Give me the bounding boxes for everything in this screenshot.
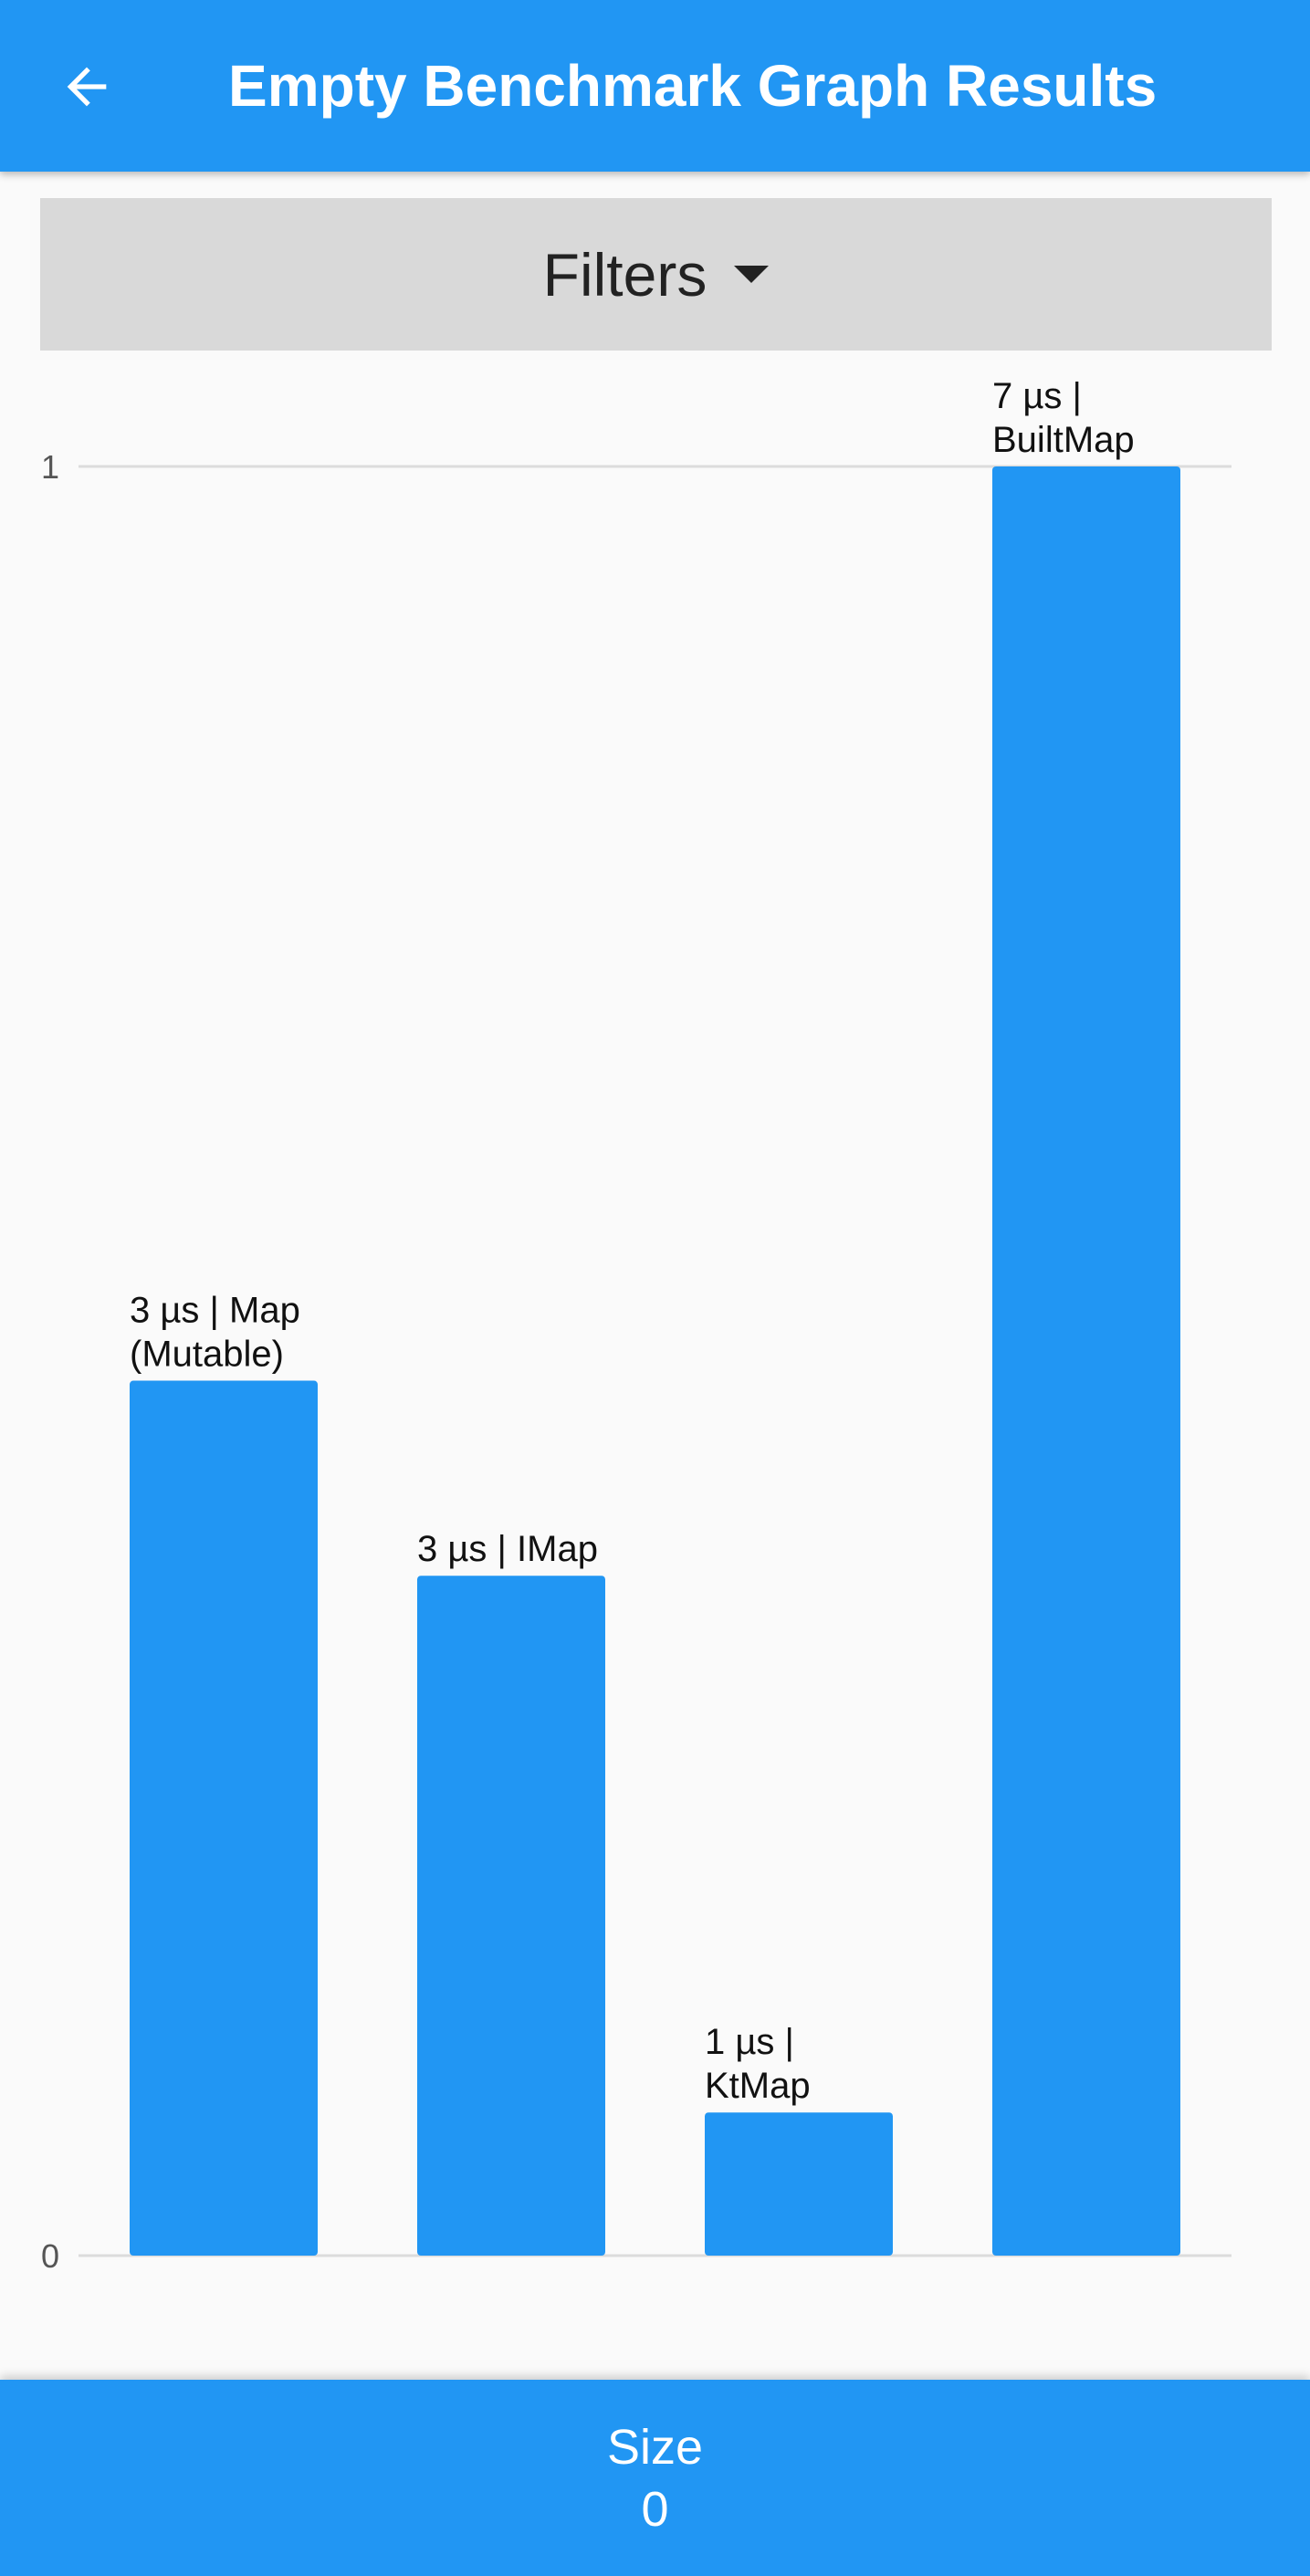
filters-dropdown-button[interactable]: Filters <box>40 198 1272 351</box>
caret-down-icon <box>734 266 770 283</box>
bar-label: BuiltMap <box>992 420 1135 460</box>
y-tick-label: 0 <box>41 2237 59 2275</box>
app-bar: Empty Benchmark Graph Results <box>0 0 1310 172</box>
size-value: 0 <box>641 2481 669 2537</box>
y-tick-label: 1 <box>41 448 59 486</box>
bar-2 <box>417 1576 605 2256</box>
bar-label: (Mutable) <box>130 1335 284 1375</box>
bar-chart: 0 1 3 µs | Map(Mutable) 3 µs | IMap 1 µs |Kt… <box>41 376 1231 2275</box>
size-selector-bar[interactable]: Size 0 <box>0 2380 1310 2576</box>
bar-4 <box>992 466 1180 2256</box>
size-label: Size <box>606 2419 704 2475</box>
page-title: Empty Benchmark Graph Results <box>228 53 1158 119</box>
bar-label: 1 µs | <box>705 2022 794 2062</box>
bar-3 <box>705 2112 893 2256</box>
filters-label: Filters <box>542 240 707 309</box>
bar-label: 3 µs | IMap <box>417 1529 598 1569</box>
bar-label: KtMap <box>705 2066 811 2106</box>
arrow-left-icon <box>67 67 107 107</box>
bar-label: 7 µs | <box>992 376 1082 416</box>
bar-1 <box>130 1380 318 2256</box>
bar-label: 3 µs | Map <box>130 1291 300 1331</box>
back-button[interactable] <box>37 37 137 137</box>
